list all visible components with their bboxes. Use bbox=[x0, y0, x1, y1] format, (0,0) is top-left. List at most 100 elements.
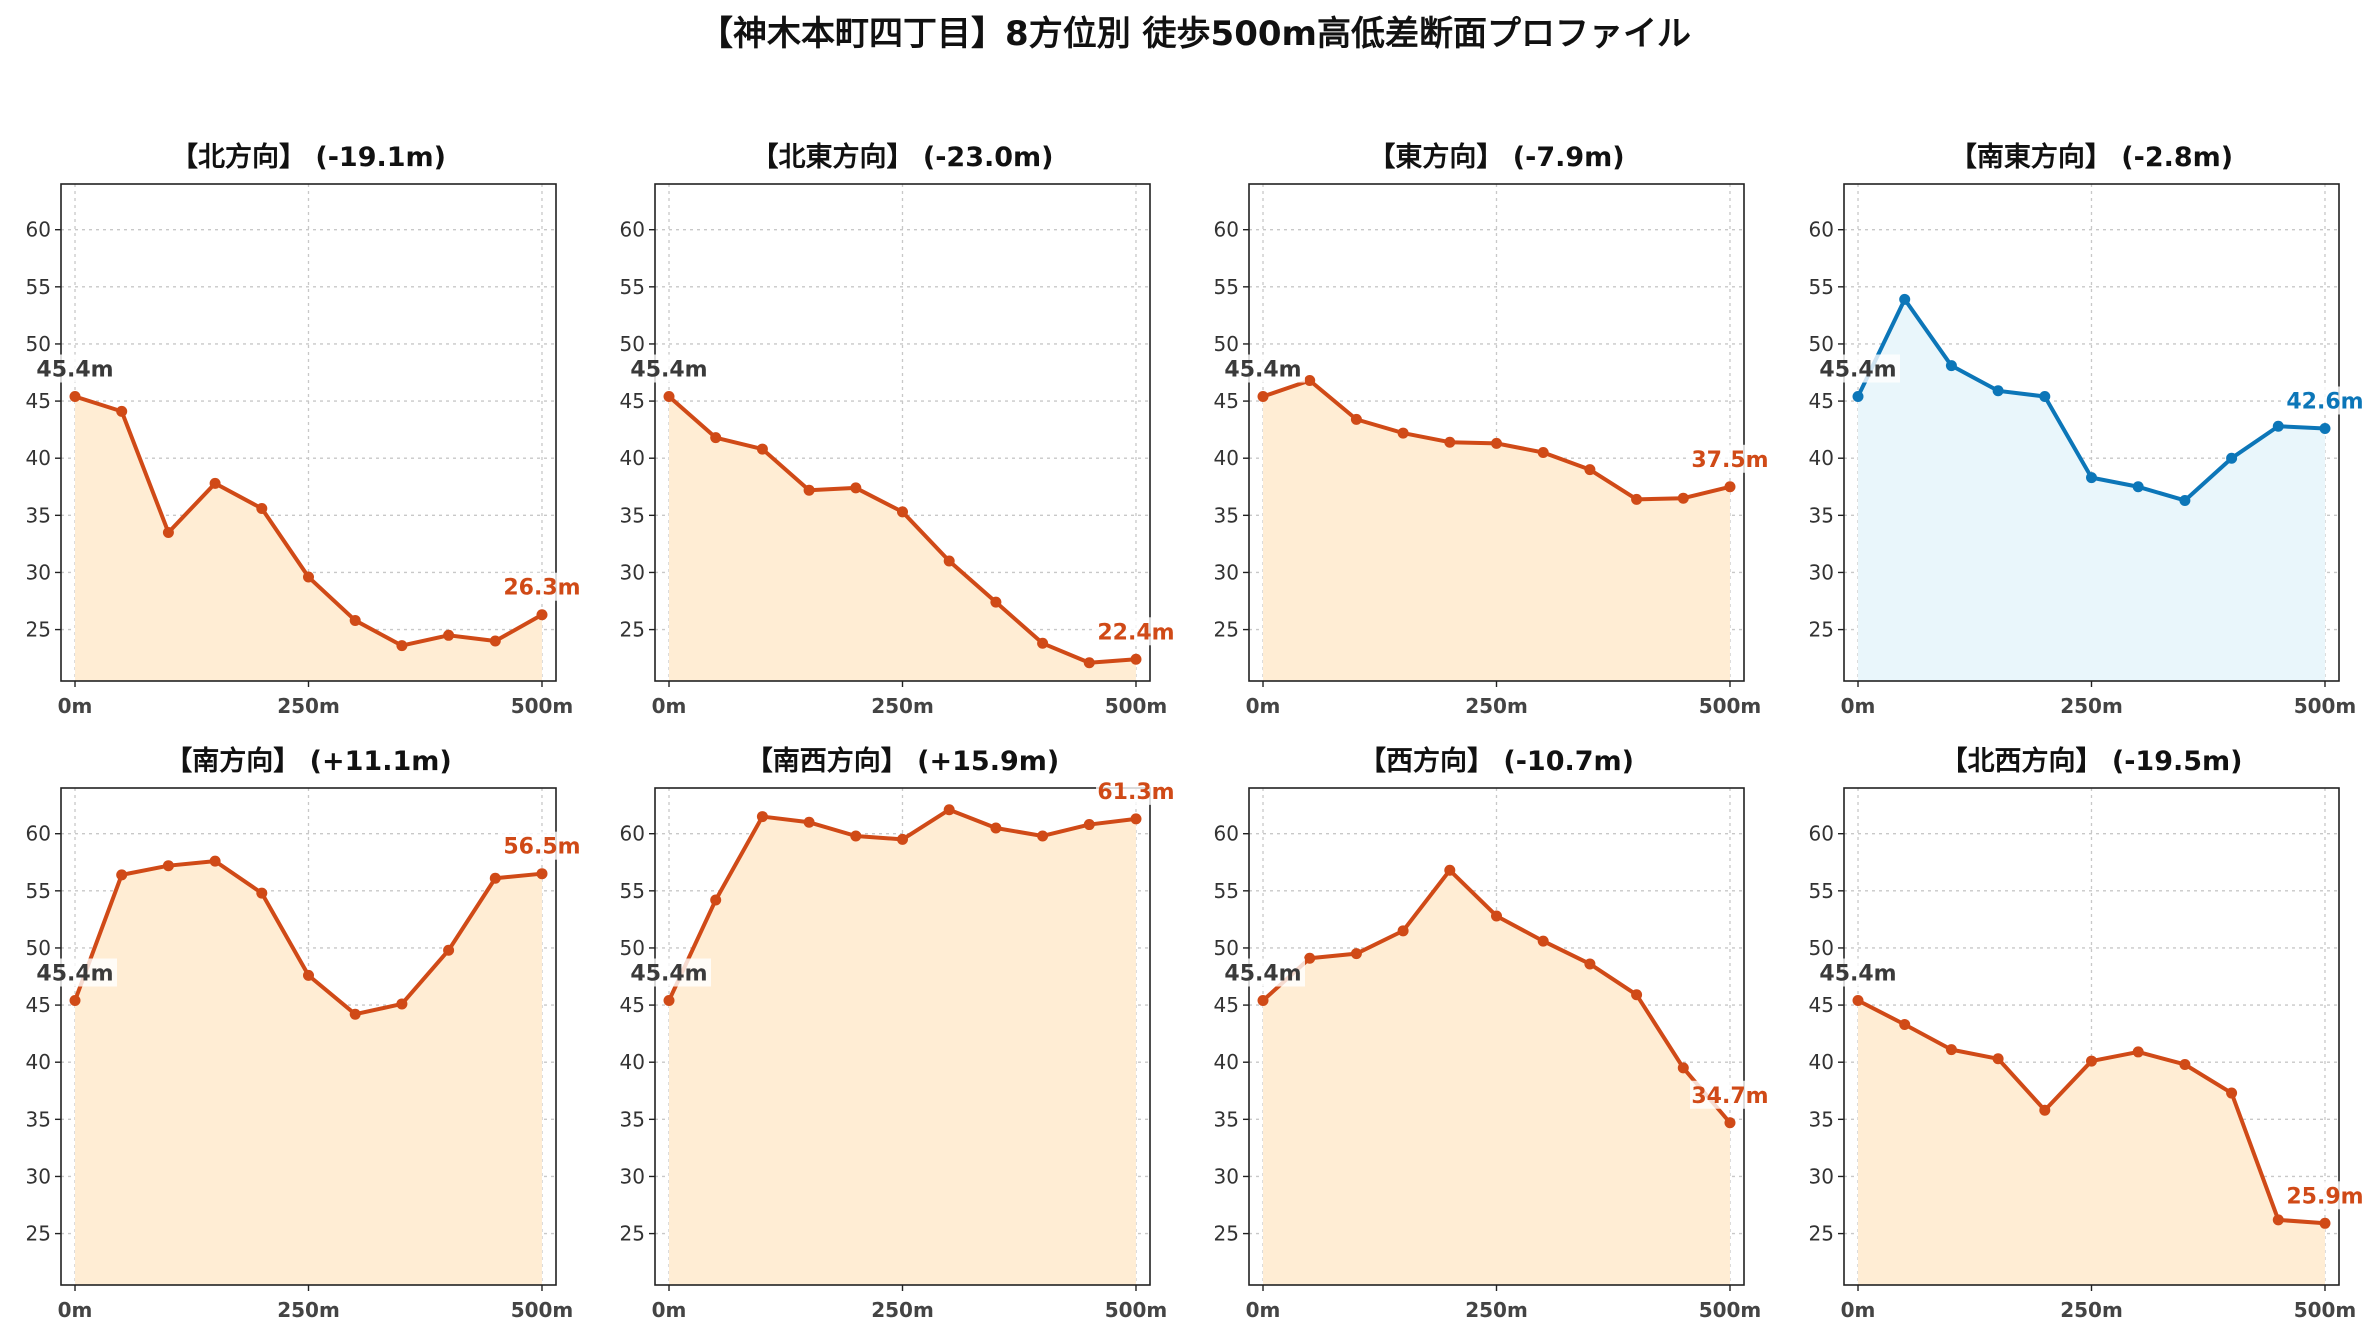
data-point bbox=[2272, 1214, 2284, 1226]
x-tick-label: 500m bbox=[1699, 694, 1762, 718]
x-tick-label: 0m bbox=[1246, 1298, 1281, 1322]
end-label: 56.5m bbox=[503, 835, 580, 860]
y-tick-label: 45 bbox=[26, 993, 51, 1017]
data-point bbox=[1584, 464, 1596, 476]
data-point bbox=[1899, 293, 1911, 305]
start-label: 45.4m bbox=[36, 358, 113, 383]
y-tick-label: 45 bbox=[620, 993, 645, 1017]
data-point bbox=[1852, 995, 1864, 1007]
area-fill bbox=[669, 396, 1136, 681]
data-point bbox=[1130, 653, 1142, 665]
plot-frame bbox=[1248, 183, 1745, 682]
data-point bbox=[162, 860, 174, 872]
data-point bbox=[2319, 1217, 2331, 1229]
data-point bbox=[1304, 952, 1316, 964]
data-point bbox=[943, 555, 955, 567]
plot-frame bbox=[60, 787, 557, 1286]
y-tick-label: 30 bbox=[1809, 560, 1834, 584]
data-point bbox=[396, 640, 408, 652]
x-tick-label: 250m bbox=[1465, 1298, 1528, 1322]
y-tick-label: 30 bbox=[620, 560, 645, 584]
y-tick-label: 35 bbox=[620, 1107, 645, 1131]
data-point bbox=[1852, 391, 1864, 403]
data-point bbox=[663, 995, 675, 1007]
end-label: 42.6m bbox=[2286, 390, 2363, 415]
y-tick-label: 60 bbox=[26, 822, 51, 846]
y-tick-label: 25 bbox=[620, 618, 645, 642]
end-label-bg bbox=[1689, 444, 1772, 473]
plot-frame bbox=[1248, 787, 1745, 1286]
y-tick-label: 40 bbox=[1809, 446, 1834, 470]
panel-1: 【北方向】 (-19.1m) 25 30 35 40 45 50 55 60 0m 250m 500m… bbox=[26, 141, 584, 718]
data-point bbox=[1724, 1117, 1736, 1129]
start-label: 45.4m bbox=[630, 358, 707, 383]
data-point bbox=[1945, 360, 1957, 372]
area-fill bbox=[1858, 299, 2325, 681]
data-point bbox=[2179, 494, 2191, 506]
data-point bbox=[69, 391, 81, 403]
start-label-bg bbox=[629, 354, 712, 383]
panel-title: 【東方向】 (-7.9m) bbox=[1368, 141, 1624, 173]
data-point bbox=[1083, 819, 1095, 831]
x-tick-label: 250m bbox=[277, 694, 340, 718]
data-point bbox=[1537, 935, 1549, 947]
end-label: 26.3m bbox=[503, 576, 580, 601]
end-label-bg bbox=[501, 831, 584, 860]
y-tick-label: 30 bbox=[1809, 1164, 1834, 1188]
start-label: 45.4m bbox=[36, 962, 113, 987]
y-tick-label: 40 bbox=[26, 446, 51, 470]
y-tick-label: 55 bbox=[620, 879, 645, 903]
plot-frame bbox=[654, 183, 1151, 682]
x-tick-label: 0m bbox=[58, 1298, 93, 1322]
y-tick-label: 55 bbox=[1809, 879, 1834, 903]
y-tick-label: 40 bbox=[26, 1050, 51, 1074]
x-tick-label: 250m bbox=[2060, 694, 2123, 718]
y-tick-label: 35 bbox=[1214, 1107, 1239, 1131]
y-tick-label: 55 bbox=[1214, 275, 1239, 299]
data-point bbox=[1537, 446, 1549, 458]
y-tick-label: 55 bbox=[26, 275, 51, 299]
data-point bbox=[756, 443, 768, 455]
data-point bbox=[1257, 995, 1269, 1007]
data-point bbox=[209, 477, 221, 489]
data-point bbox=[2272, 420, 2284, 432]
data-point bbox=[897, 833, 908, 845]
start-label-bg bbox=[629, 958, 712, 987]
y-tick-label: 25 bbox=[26, 618, 51, 642]
data-point bbox=[536, 868, 548, 880]
y-tick-label: 45 bbox=[26, 389, 51, 413]
y-tick-label: 45 bbox=[1214, 389, 1239, 413]
panel-3: 【東方向】 (-7.9m) 25 30 35 40 45 50 55 60 0m 250m 500m 4… bbox=[1214, 141, 1772, 718]
x-tick-label: 250m bbox=[277, 1298, 340, 1322]
data-point bbox=[489, 635, 501, 647]
y-tick-label: 50 bbox=[1214, 332, 1239, 356]
data-point bbox=[443, 944, 455, 956]
data-point bbox=[710, 894, 722, 906]
end-label-bg bbox=[2284, 1181, 2367, 1210]
area-fill bbox=[1263, 870, 1730, 1285]
data-point bbox=[1631, 989, 1643, 1001]
data-point bbox=[2039, 1104, 2051, 1116]
data-point bbox=[443, 629, 455, 641]
panel-7: 【西方向】 (-10.7m) 25 30 35 40 45 50 55 60 0m 250m 500m… bbox=[1214, 745, 1772, 1322]
x-tick-label: 250m bbox=[2060, 1298, 2123, 1322]
data-point bbox=[850, 482, 862, 494]
data-point bbox=[2086, 472, 2097, 484]
end-label: 37.5m bbox=[1691, 448, 1768, 473]
data-point bbox=[2226, 452, 2238, 464]
panel-title: 【北西方向】 (-19.5m) bbox=[1940, 745, 2242, 777]
y-tick-label: 50 bbox=[26, 332, 51, 356]
data-point bbox=[710, 432, 722, 444]
data-point bbox=[1992, 385, 2004, 397]
start-label: 45.4m bbox=[630, 962, 707, 987]
data-point bbox=[2226, 1087, 2238, 1099]
data-point bbox=[1037, 637, 1049, 649]
start-label: 45.4m bbox=[1224, 358, 1301, 383]
data-point bbox=[2086, 1055, 2097, 1067]
panel-8: 【北西方向】 (-19.5m) 25 30 35 40 45 50 55 60 0m 250m 500… bbox=[1809, 745, 2367, 1322]
y-tick-label: 40 bbox=[1214, 446, 1239, 470]
panel-6: 【南西方向】 (+15.9m) 25 30 35 40 45 50 55 60 0m 250m 500… bbox=[620, 745, 1178, 1322]
x-tick-label: 500m bbox=[511, 1298, 574, 1322]
y-tick-label: 40 bbox=[620, 1050, 645, 1074]
